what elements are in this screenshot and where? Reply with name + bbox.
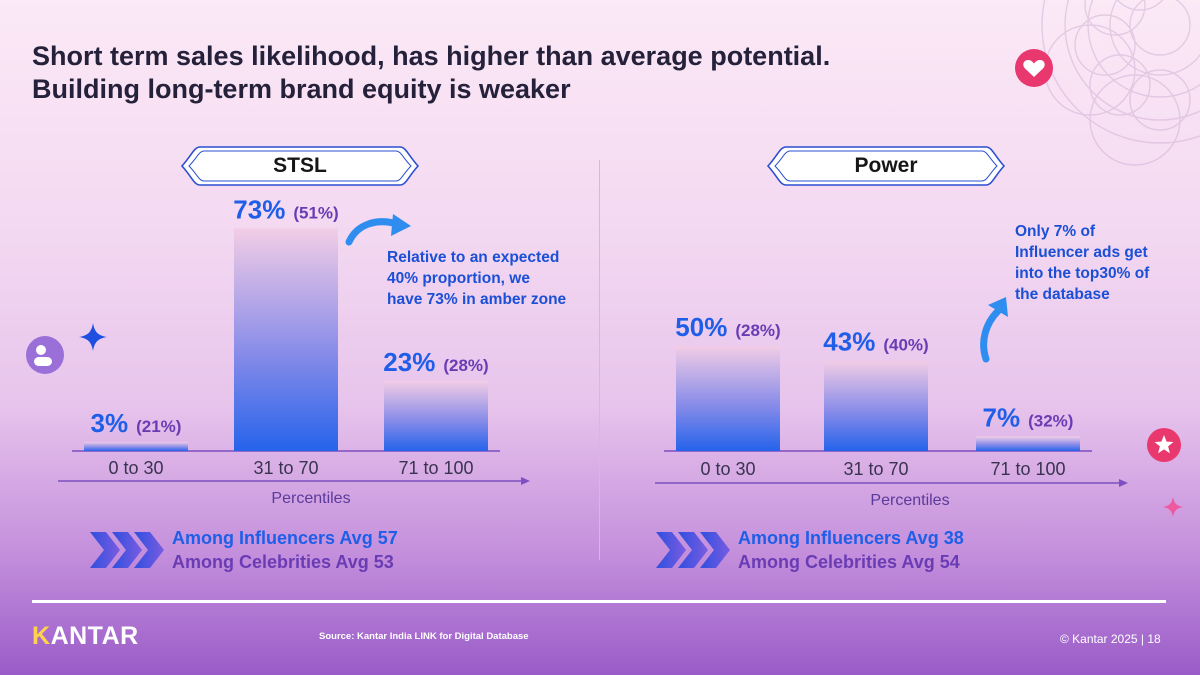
category-tick-label: 31 to 70 bbox=[843, 459, 908, 479]
annotation-line: Only 7% of bbox=[1015, 223, 1096, 240]
category-tick-label: 71 to 100 bbox=[398, 458, 473, 478]
bar-value-label: 50% (28%) bbox=[675, 312, 780, 342]
heart-icon bbox=[1015, 49, 1053, 87]
summary-power: Among Influencers Avg 38 Among Celebriti… bbox=[738, 526, 964, 574]
bar-expected-value: (51%) bbox=[293, 203, 338, 222]
bar-expected-value: (28%) bbox=[735, 321, 780, 340]
bar-value-label: 7% (32%) bbox=[983, 402, 1074, 432]
chart-bar bbox=[84, 441, 188, 451]
panel-title-stsl: STSL bbox=[180, 145, 420, 187]
bar-value: 73% bbox=[233, 194, 285, 224]
category-tick-label: 71 to 100 bbox=[990, 459, 1065, 479]
chevron-icon bbox=[656, 532, 730, 568]
bar-value-label: 43% (40%) bbox=[823, 327, 928, 357]
category-tick-label: 0 to 30 bbox=[700, 459, 755, 479]
annotation-line: Relative to an expected bbox=[387, 249, 560, 266]
bar-value-label: 73% (51%) bbox=[233, 194, 338, 224]
chart-bar bbox=[824, 360, 928, 451]
panel-title-text: STSL bbox=[273, 154, 327, 177]
source-note: Source: Kantar India LINK for Digital Da… bbox=[319, 631, 529, 642]
footer-divider bbox=[32, 600, 1166, 603]
category-tick-label: 0 to 30 bbox=[108, 458, 163, 478]
summary-stsl: Among Influencers Avg 57 Among Celebriti… bbox=[172, 526, 398, 574]
bar-value: 43% bbox=[823, 327, 875, 357]
summary-influencers: Among Influencers Avg 57 bbox=[172, 528, 398, 548]
panel-title-text: Power bbox=[854, 154, 918, 177]
annotation-line: the database bbox=[1015, 286, 1110, 303]
bar-value: 3% bbox=[91, 408, 129, 438]
title-line-1: Short term sales likelihood, has higher … bbox=[32, 41, 831, 71]
mandala-icon bbox=[1041, 0, 1200, 166]
x-axis-arrowhead bbox=[521, 477, 530, 485]
ornate-frame-icon bbox=[180, 146, 420, 186]
x-axis-label: Percentiles bbox=[271, 490, 350, 507]
chart-bar bbox=[676, 346, 780, 451]
bar-value: 50% bbox=[675, 312, 727, 342]
logo-rest: ANTAR bbox=[50, 622, 139, 650]
x-axis-arrowhead bbox=[1119, 479, 1128, 487]
sparkle-icon bbox=[79, 323, 107, 351]
chart-bar bbox=[384, 380, 488, 451]
annotation-line: Influencer ads get bbox=[1015, 244, 1148, 261]
chart-bar bbox=[234, 228, 338, 451]
summary-celebrities: Among Celebrities Avg 54 bbox=[738, 552, 960, 572]
bar-value-label: 23% (28%) bbox=[383, 347, 488, 377]
annotation-stsl: Relative to an expected 40% proportion, … bbox=[387, 247, 566, 310]
bar-expected-value: (21%) bbox=[136, 417, 181, 436]
user-badge-icon bbox=[26, 336, 64, 374]
bar-expected-value: (40%) bbox=[883, 336, 928, 355]
annotation-line: have 73% in amber zone bbox=[387, 291, 567, 308]
bar-value: 7% bbox=[983, 402, 1021, 432]
panel-title-power: Power bbox=[766, 145, 1006, 187]
title-line-2: Building long-term brand equity is weake… bbox=[32, 74, 571, 104]
summary-celebrities: Among Celebrities Avg 53 bbox=[172, 552, 394, 572]
bar-value: 23% bbox=[383, 347, 435, 377]
summary-influencers: Among Influencers Avg 38 bbox=[738, 528, 964, 548]
copyright: © Kantar 2025 | 18 bbox=[1060, 632, 1161, 646]
chart-bar bbox=[976, 436, 1080, 451]
logo-prefix: K bbox=[32, 622, 51, 650]
annotation-line: into the top30% of bbox=[1015, 265, 1150, 282]
panel-divider bbox=[599, 160, 600, 560]
chevron-icon bbox=[90, 532, 164, 568]
star-badge-icon bbox=[1147, 428, 1181, 462]
annotation-line: 40% proportion, we bbox=[387, 270, 530, 287]
sparkle-icon bbox=[1162, 496, 1184, 518]
bar-value-label: 3% (21%) bbox=[91, 408, 182, 438]
bar-expected-value: (32%) bbox=[1028, 411, 1073, 430]
bar-expected-value: (28%) bbox=[443, 356, 488, 375]
slide-title: Short term sales likelihood, has higher … bbox=[32, 40, 1032, 106]
kantar-logo: KANTAR bbox=[32, 622, 139, 651]
curved-arrow-icon bbox=[345, 214, 411, 246]
annotation-power: Only 7% of Influencer ads get into the t… bbox=[1015, 221, 1149, 305]
x-axis-label: Percentiles bbox=[870, 492, 949, 509]
ornate-frame-icon bbox=[766, 146, 1006, 186]
category-tick-label: 31 to 70 bbox=[253, 458, 318, 478]
curved-arrow-icon bbox=[980, 297, 1008, 363]
